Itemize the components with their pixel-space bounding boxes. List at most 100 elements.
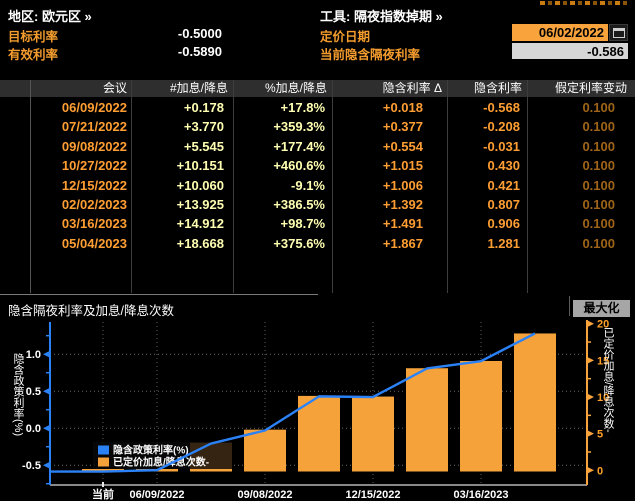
right-axis-tick-label: 10 xyxy=(597,392,609,404)
table-cell: 0.100 xyxy=(582,100,615,115)
table-cell: +375.6% xyxy=(273,235,325,251)
bar-09/08/2022 xyxy=(244,429,286,472)
legend-box xyxy=(93,442,232,469)
table-cell: +18.668 xyxy=(176,235,224,251)
left-axis-title: 隐含政策利率(%) xyxy=(12,353,25,436)
calendar-button[interactable] xyxy=(609,24,628,41)
table-cell: +17.8% xyxy=(280,100,325,115)
table-row[interactable]: 05/04/2023 +18.668 +375.6% +1.867 1.281 0.100 xyxy=(0,234,635,253)
right-axis-tick-label: 15 xyxy=(597,355,609,367)
table-cell: -0.208 xyxy=(483,119,520,135)
table-cell: +5.545 xyxy=(183,138,224,154)
effective-rate-label: 有效利率 xyxy=(8,48,59,62)
table-cell: 05/04/2023 xyxy=(61,235,127,251)
x-axis-label: 09/08/2022 xyxy=(237,489,292,501)
implied-rate-line xyxy=(50,332,536,473)
table-cell: 0.906 xyxy=(487,216,520,232)
left-axis-arrow xyxy=(43,424,50,432)
panel-divider xyxy=(569,296,570,316)
right-axis-arrow xyxy=(587,393,594,401)
bar-05/04/2023 xyxy=(514,333,556,472)
table-row[interactable]: 09/08/2022 +5.545 +177.4% +0.554 -0.031 0.100 xyxy=(0,137,635,156)
legend-label: 已定价加息/降息次数- xyxy=(113,456,209,469)
table-cell: 0.430 xyxy=(487,158,520,174)
clipped-text-fragment xyxy=(540,1,628,5)
table-cell: 0.100 xyxy=(582,158,615,174)
column-header: 隐含利率 xyxy=(473,81,522,95)
table-cell: 0.100 xyxy=(582,138,615,154)
table-cell: 0.100 xyxy=(582,197,615,212)
tool-link[interactable]: 工具: 隔夜指数掉期 » xyxy=(320,9,443,24)
x-axis-label: 06/09/2022 xyxy=(129,489,184,501)
effective-rate-value: -0.5890 xyxy=(177,44,222,59)
table-cell: 0.421 xyxy=(487,177,520,193)
bar-12/15/2022 xyxy=(352,396,394,472)
table-cell: -9.1% xyxy=(291,177,325,193)
table-row[interactable]: 06/09/2022 +0.178 +17.8% +0.018 -0.568 0.100 xyxy=(0,98,635,117)
right-axis-arrow xyxy=(587,430,594,438)
left-axis-tick-label: -0.5 xyxy=(22,460,41,472)
table-cell: +3.770 xyxy=(183,119,224,135)
column-header: %加息/降息 xyxy=(264,81,327,95)
table-cell: +1.867 xyxy=(382,235,423,251)
region-link[interactable]: 地区: 欧元区 » xyxy=(8,9,92,24)
legend-swatch-bar xyxy=(98,457,109,467)
table-cell: +10.060 xyxy=(176,177,224,193)
target-rate-label: 目标利率 xyxy=(8,30,59,44)
table-cell: +1.392 xyxy=(382,197,423,212)
table-cell: 1.281 xyxy=(487,235,520,251)
table-cell: +98.7% xyxy=(280,216,325,232)
table-cell: 03/16/2023 xyxy=(61,216,127,232)
calendar-icon xyxy=(613,28,625,38)
table-cell: +0.178 xyxy=(183,100,224,115)
pricing-date-label: 定价日期 xyxy=(320,30,371,44)
table-cell: +0.377 xyxy=(382,119,423,135)
current-implied-label: 当前隐含隔夜利率 xyxy=(320,48,421,62)
maximize-button[interactable]: 最大化 xyxy=(573,300,630,317)
table-divider xyxy=(131,80,132,293)
table-divider xyxy=(447,80,448,293)
table-cell: 0.100 xyxy=(582,177,615,193)
x-axis-label: 12/15/2022 xyxy=(345,489,400,501)
table-divider xyxy=(527,80,528,293)
table-cell: 12/15/2022 xyxy=(61,177,127,193)
table-divider xyxy=(30,80,31,293)
table-cell: 09/08/2022 xyxy=(61,138,127,154)
right-axis-title: 已定价加息/降息次数- xyxy=(602,327,615,433)
x-axis-label: 03/16/2023 xyxy=(453,489,508,501)
x-axis-label: 当前 xyxy=(92,487,114,501)
column-header: 会议 xyxy=(102,81,127,95)
table-cell: +386.5% xyxy=(273,197,325,212)
table-cell: 10/27/2022 xyxy=(61,158,127,174)
table-cell: 0.807 xyxy=(487,197,520,212)
table-cell: +0.018 xyxy=(382,100,423,115)
table-cell: +1.006 xyxy=(382,177,423,193)
right-axis-arrow xyxy=(587,466,594,474)
table-row[interactable]: 12/15/2022 +10.060 -9.1% +1.006 0.421 0.100 xyxy=(0,176,635,195)
table-row[interactable]: 02/02/2023 +13.925 +386.5% +1.392 0.807 0.100 xyxy=(0,195,635,214)
table-cell: 07/21/2022 xyxy=(61,119,127,135)
pricing-date-input[interactable]: 06/02/2022 xyxy=(512,24,608,41)
bar-10/27/2022 xyxy=(298,395,340,472)
table-cell: +1.015 xyxy=(382,158,423,174)
table-cell: +13.925 xyxy=(176,197,224,212)
left-axis-arrow xyxy=(43,387,50,395)
left-axis-tick-label: 1.0 xyxy=(26,349,41,361)
table-row[interactable]: 10/27/2022 +10.151 +460.6% +1.015 0.430 0.100 xyxy=(0,156,635,175)
legend-swatch-line xyxy=(98,445,109,455)
left-axis-tick-label: 0.0 xyxy=(26,423,41,435)
table-cell: +177.4% xyxy=(273,138,325,154)
left-axis-arrow xyxy=(43,461,50,469)
right-axis-tick-label: 5 xyxy=(597,429,603,441)
table-row[interactable]: 07/21/2022 +3.770 +359.3% +0.377 -0.208 0.100 xyxy=(0,117,635,136)
right-axis-arrow xyxy=(587,320,594,328)
current-implied-value: -0.586 xyxy=(512,43,628,59)
table-bottom-border xyxy=(0,294,318,295)
bar-当前 xyxy=(82,469,124,472)
implied-rate-chart: 隐含政策利率(%)已定价加息/降息次数-1.00.50.0-0.52015105… xyxy=(12,319,615,501)
target-rate-value: -0.5000 xyxy=(177,26,222,41)
right-axis-tick-label: 0 xyxy=(597,465,603,477)
table-cell: 0.100 xyxy=(582,216,615,232)
table-row[interactable]: 03/16/2023 +14.912 +98.7% +1.491 0.906 0.100 xyxy=(0,214,635,233)
